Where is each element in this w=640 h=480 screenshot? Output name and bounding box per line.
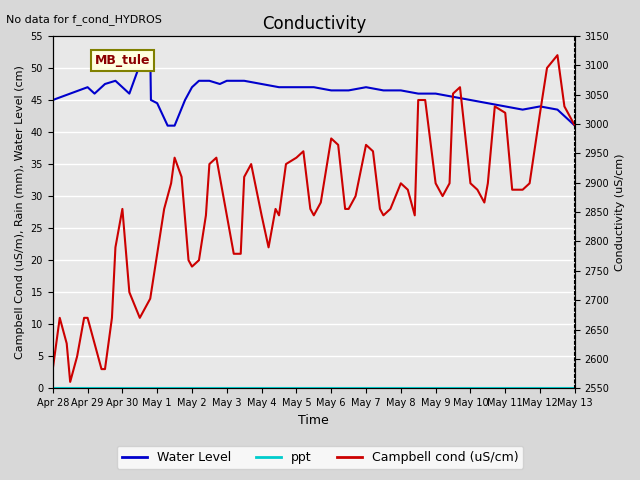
Title: Conductivity: Conductivity: [262, 15, 366, 33]
Y-axis label: Campbell Cond (uS/m), Rain (mm), Water Level (cm): Campbell Cond (uS/m), Rain (mm), Water L…: [15, 65, 25, 359]
Text: No data for f_cond_HYDROS: No data for f_cond_HYDROS: [6, 14, 163, 25]
X-axis label: Time: Time: [298, 414, 329, 427]
Y-axis label: Conductivity (uS/cm): Conductivity (uS/cm): [615, 154, 625, 271]
Text: MB_tule: MB_tule: [95, 54, 150, 67]
Legend: Water Level, ppt, Campbell cond (uS/cm): Water Level, ppt, Campbell cond (uS/cm): [116, 446, 524, 469]
